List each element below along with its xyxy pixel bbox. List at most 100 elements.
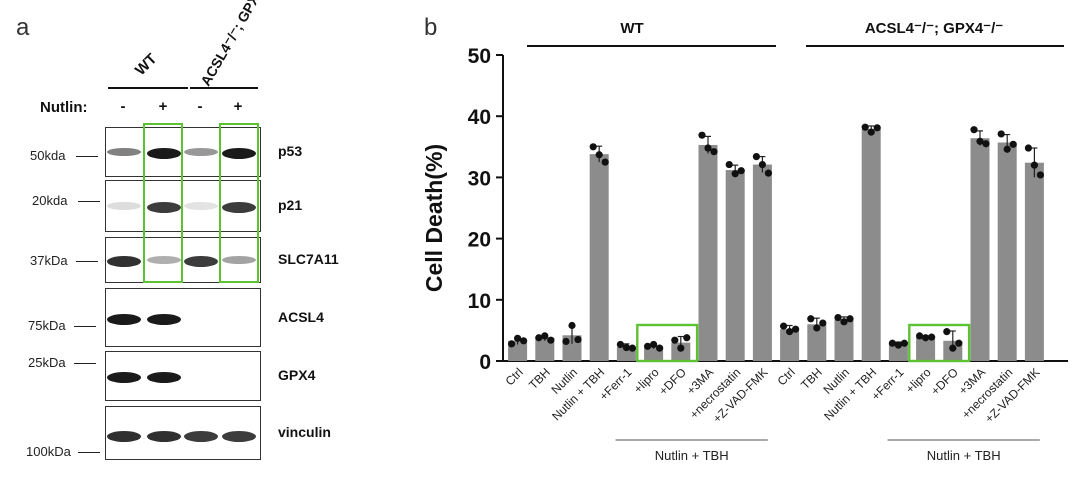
data-point — [792, 325, 800, 333]
wt-group-line — [108, 87, 188, 89]
data-point — [867, 128, 875, 136]
blot-band — [147, 148, 181, 159]
data-point — [982, 140, 990, 148]
treatment-sign: - — [120, 98, 126, 115]
data-point — [1009, 140, 1017, 148]
y-tick-label: 20 — [468, 229, 491, 252]
data-point — [813, 324, 821, 332]
y-tick-label: 40 — [468, 106, 491, 129]
data-point — [595, 151, 603, 159]
bar — [997, 142, 1017, 361]
blot-band — [107, 256, 141, 267]
molecular-weight-marker: 20kda — [32, 193, 68, 208]
bar — [780, 329, 800, 361]
protein-label: p21 — [278, 197, 303, 213]
data-point — [628, 344, 637, 352]
marker-tick — [74, 326, 96, 328]
bar — [698, 144, 718, 361]
blot-band — [107, 314, 141, 325]
y-tick-label: 50 — [468, 45, 491, 68]
data-point — [976, 137, 984, 145]
blot-p53 — [105, 127, 261, 177]
marker-tick — [78, 201, 100, 203]
blot-band — [107, 372, 141, 383]
blot-band — [184, 256, 218, 267]
data-point — [840, 318, 848, 326]
x-tick-label: +DFO — [928, 365, 961, 398]
data-point — [758, 160, 767, 169]
data-point — [900, 339, 909, 347]
data-point — [622, 343, 631, 352]
protein-label: SLC7A11 — [278, 251, 339, 267]
bar — [861, 129, 881, 361]
marker-tick — [74, 363, 96, 365]
data-point — [834, 313, 842, 322]
treatment-sign: + — [233, 98, 243, 115]
bar — [888, 343, 908, 361]
data-point — [752, 152, 761, 161]
data-point — [888, 339, 897, 347]
data-point — [508, 340, 516, 348]
data-point — [928, 333, 936, 341]
data-point — [997, 130, 1005, 138]
data-point — [894, 341, 903, 349]
blot-band — [184, 202, 218, 210]
y-tick-label: 0 — [479, 351, 491, 374]
data-point — [568, 321, 576, 330]
data-point — [574, 335, 582, 344]
nutlin-highlight-box-wt — [143, 123, 183, 283]
ko-group-line — [190, 87, 258, 89]
data-point — [873, 124, 881, 132]
blot-slc7a11 — [105, 237, 261, 283]
data-point — [601, 158, 609, 166]
blot-vinculin — [105, 406, 261, 460]
bar — [752, 164, 772, 361]
data-point — [1036, 171, 1044, 179]
y-tick-label: 10 — [468, 290, 491, 313]
group-header-label: ACSL4⁻/⁻; GPX4⁻/⁻ — [865, 20, 1003, 37]
blot-band — [107, 202, 141, 210]
data-point — [520, 337, 528, 345]
data-point — [644, 342, 652, 350]
data-point — [1030, 161, 1038, 169]
data-point — [656, 344, 664, 352]
data-point — [677, 344, 685, 352]
data-point — [589, 143, 597, 151]
data-point — [731, 170, 739, 178]
data-point — [562, 337, 570, 346]
data-point — [710, 148, 718, 156]
molecular-weight-marker: 37kDa — [30, 253, 68, 268]
data-point — [970, 126, 978, 134]
data-point — [698, 131, 706, 139]
blot-band — [147, 431, 181, 442]
marker-tick — [78, 452, 100, 454]
bar — [589, 154, 609, 361]
molecular-weight-marker: 25kDa — [28, 355, 66, 370]
data-point — [916, 332, 924, 340]
data-point — [671, 336, 679, 344]
molecular-weight-marker: 100kDa — [26, 444, 71, 459]
marker-tick — [76, 156, 98, 158]
data-point — [1003, 145, 1011, 153]
x-tick-label: +lipro — [903, 365, 934, 396]
data-point — [616, 340, 625, 349]
data-point — [846, 315, 854, 323]
treatment-sign: - — [197, 98, 203, 115]
bar — [916, 337, 936, 361]
data-point — [650, 340, 658, 349]
data-point — [861, 123, 869, 131]
data-point — [819, 319, 827, 327]
panel-b-letter: b — [424, 14, 438, 41]
data-point — [764, 169, 773, 177]
protein-label: GPX4 — [278, 367, 316, 383]
data-point — [541, 332, 549, 340]
x-tick-label: +lipro — [631, 365, 662, 396]
blot-band — [184, 148, 218, 156]
data-point — [704, 144, 712, 152]
blot-band — [147, 372, 181, 383]
data-point — [786, 328, 794, 336]
blot-band — [222, 202, 256, 213]
treatment-sign: + — [158, 98, 168, 115]
bar — [1024, 162, 1044, 361]
